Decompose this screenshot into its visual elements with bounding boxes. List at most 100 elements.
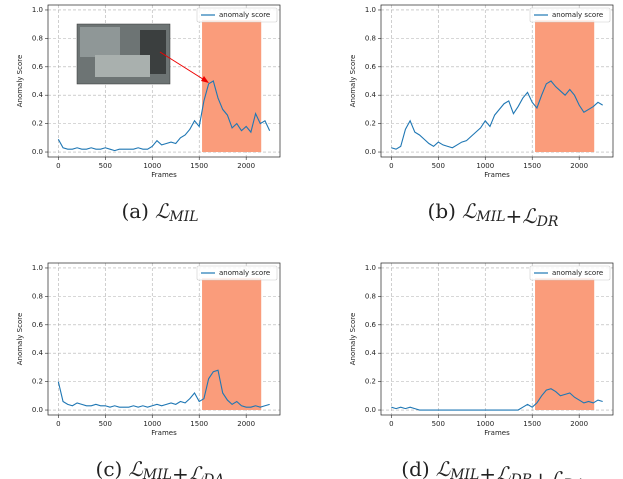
caption-subscript: MIL: [168, 209, 198, 225]
x-tick-label: 2000: [237, 162, 255, 170]
caption-symbol: ℒ: [462, 199, 477, 223]
y-tick-label: 1.0: [365, 6, 376, 14]
caption-joiner: +: [479, 462, 496, 479]
caption-subscript: DA: [562, 477, 584, 479]
caption-symbol: ℒ: [522, 204, 537, 228]
y-tick-label: 0.0: [365, 406, 376, 414]
y-tick-label: 0.0: [32, 406, 43, 414]
legend-box: [196, 265, 278, 281]
y-tick-label: 0.4: [32, 349, 44, 357]
x-tick-label: 1000: [476, 162, 494, 170]
x-tick-label: 0: [389, 420, 393, 428]
plot-frame: [380, 262, 614, 416]
y-tick-label: 0.8: [32, 292, 43, 300]
plot-frame: [47, 262, 281, 416]
caption-label: (a): [121, 199, 149, 223]
caption-subscript: MIL: [142, 467, 172, 479]
inset-floor: [95, 55, 150, 77]
caption-subscript: MIL: [449, 467, 479, 479]
caption-subscript: DR: [509, 472, 532, 479]
x-tick-label: 1000: [143, 162, 161, 170]
caption: (b) ℒMIL+ℒDR: [428, 199, 559, 231]
x-tick-label: 1500: [523, 420, 541, 428]
caption-symbol: ℒ: [128, 457, 143, 479]
caption-subscript: MIL: [475, 209, 505, 225]
chart-panel: 0.0 0.2 0.4 0.6 0.8 1.0 0 500 1000 1500 2000 Frames…: [349, 4, 614, 231]
legend-label: anomaly score: [552, 269, 603, 277]
caption: (a) ℒMIL: [121, 199, 198, 226]
x-tick-label: 1000: [143, 420, 161, 428]
x-tick-label: 0: [389, 162, 393, 170]
legend-box: [196, 7, 278, 23]
y-axis-label: Anomaly Score: [349, 55, 357, 108]
inset-wall: [80, 27, 120, 57]
caption-label: (d): [401, 457, 429, 479]
inset-arrowhead: [201, 76, 209, 83]
x-tick-label: 1500: [190, 420, 208, 428]
caption-joiner: +: [506, 204, 523, 228]
y-tick-label: 0.2: [32, 378, 43, 386]
shaded-region: [202, 277, 262, 411]
data-line: [57, 369, 270, 408]
y-tick-label: 1.0: [32, 264, 43, 272]
y-tick-label: 1.0: [365, 264, 376, 272]
x-tick-label: 1500: [523, 162, 541, 170]
caption-symbol: ℒ: [549, 467, 564, 479]
data-line: [57, 80, 271, 152]
shaded-region: [535, 19, 595, 153]
x-tick-label: 500: [99, 420, 112, 428]
caption-joiner: +: [532, 467, 549, 479]
plot-frame: [47, 4, 281, 158]
shaded-region: [535, 277, 595, 411]
caption-symbol: ℒ: [496, 462, 511, 479]
caption: (d)ℒMIL+ℒDR+ℒDA: [401, 457, 584, 479]
inset-arrow: [159, 51, 207, 82]
x-tick-label: 0: [56, 420, 60, 428]
y-tick-label: 0.6: [365, 63, 377, 71]
y-tick-label: 0.0: [365, 148, 376, 156]
plot-frame: [380, 4, 614, 158]
y-tick-label: 0.8: [365, 34, 376, 42]
x-axis-label: Frames: [484, 171, 510, 179]
caption-symbol: ℒ: [189, 462, 204, 479]
y-tick-label: 0.2: [365, 120, 376, 128]
caption-subscript: DA: [202, 472, 224, 479]
y-axis-label: Anomaly Score: [16, 313, 24, 366]
x-tick-label: 500: [99, 162, 112, 170]
x-tick-label: 0: [56, 162, 60, 170]
legend-box: [529, 265, 611, 281]
x-tick-label: 2000: [570, 420, 588, 428]
x-tick-label: 1000: [476, 420, 494, 428]
caption-label: (c): [96, 457, 123, 479]
legend-label: anomaly score: [552, 11, 603, 19]
y-tick-label: 0.4: [32, 91, 44, 99]
x-tick-label: 500: [432, 420, 445, 428]
inset-photo: [76, 23, 209, 85]
y-tick-label: 0.0: [32, 148, 43, 156]
x-axis-label: Frames: [484, 429, 510, 437]
shaded-region: [202, 19, 262, 153]
data-line: [391, 80, 603, 150]
y-axis-label: Anomaly Score: [349, 313, 357, 366]
y-tick-label: 0.2: [32, 120, 43, 128]
x-tick-label: 500: [432, 162, 445, 170]
y-tick-label: 0.8: [32, 34, 43, 42]
x-axis-label: Frames: [151, 429, 177, 437]
caption-joiner: +: [172, 462, 189, 479]
caption-label: (b): [428, 199, 456, 223]
x-axis-label: Frames: [151, 171, 177, 179]
data-line: [391, 388, 603, 411]
caption-symbol: ℒ: [155, 199, 170, 223]
y-tick-label: 0.6: [32, 321, 44, 329]
caption-symbol: ℒ: [436, 457, 451, 479]
y-axis-label: Anomaly Score: [16, 55, 24, 108]
chart-panel: 0.0 0.2 0.4 0.6 0.8 1.0 0 500 1000 1500 2000 Frames…: [16, 262, 281, 479]
caption: (c)ℒMIL+ℒDA: [96, 457, 225, 479]
legend-box: [529, 7, 611, 23]
x-tick-label: 2000: [237, 420, 255, 428]
x-tick-label: 1500: [190, 162, 208, 170]
chart-panel: 0.0 0.2 0.4 0.6 0.8 1.0 0 500 1000 1500 2000 Frames…: [349, 262, 614, 479]
y-tick-label: 0.6: [32, 63, 44, 71]
legend-label: anomaly score: [219, 269, 270, 277]
